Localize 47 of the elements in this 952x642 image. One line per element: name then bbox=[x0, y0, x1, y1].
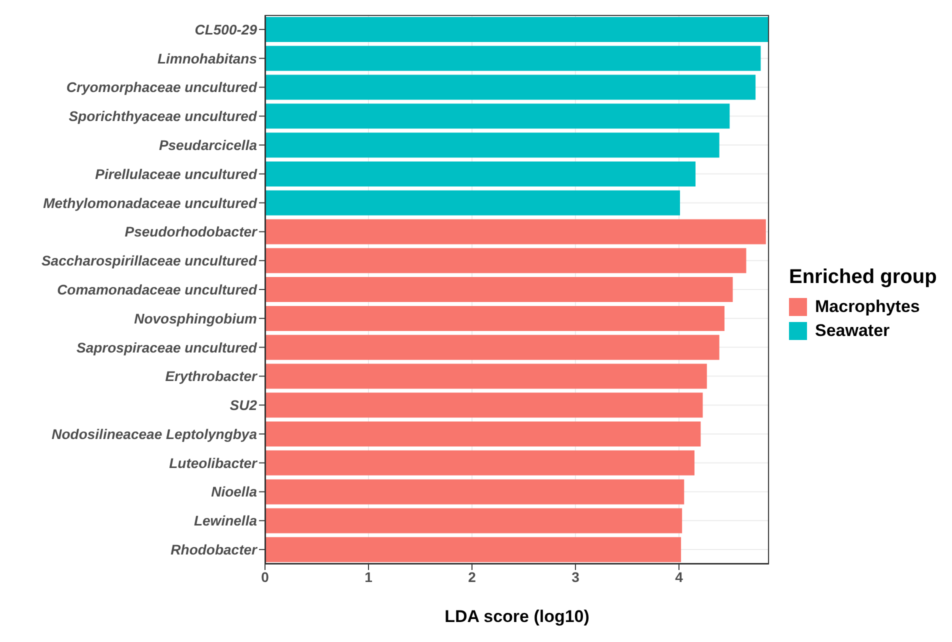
y-tick-label: Pseudorhodobacter bbox=[124, 224, 259, 240]
bar bbox=[265, 46, 761, 71]
y-tick-label: Nodosilineaceae Leptolyngbya bbox=[52, 426, 258, 442]
y-tick-label: Saprospiraceae uncultured bbox=[76, 339, 258, 356]
y-tick-label: Cryomorphaceae uncultured bbox=[66, 79, 258, 96]
bar bbox=[265, 450, 694, 476]
x-tick-label: 0 bbox=[261, 568, 270, 585]
bar bbox=[265, 74, 756, 100]
legend-label: Macrophytes bbox=[815, 297, 920, 317]
x-tick-label: 2 bbox=[468, 568, 476, 585]
y-tick-label: CL500-29 bbox=[194, 21, 258, 38]
y-tick-label: Saccharospirillaceae uncultured bbox=[41, 252, 258, 269]
y-tick-label: Erythrobacter bbox=[165, 368, 259, 384]
bar bbox=[265, 392, 703, 418]
y-tick-label: Methylomonadaceae uncultured bbox=[43, 194, 258, 211]
bar bbox=[265, 219, 766, 244]
y-tick-label: Luteolibacter bbox=[169, 454, 259, 471]
y-tick-label: Pirellulaceae uncultured bbox=[95, 166, 258, 182]
bar bbox=[265, 508, 682, 534]
bar bbox=[265, 479, 684, 504]
bar bbox=[265, 190, 680, 216]
bar bbox=[265, 422, 701, 447]
bar bbox=[265, 132, 720, 158]
y-tick-label: SU2 bbox=[230, 397, 258, 414]
legend-title: Enriched group bbox=[789, 266, 937, 289]
bar bbox=[265, 277, 733, 302]
x-tick-label: 4 bbox=[675, 568, 684, 585]
y-tick-label: Nioella bbox=[211, 484, 258, 500]
bar bbox=[265, 17, 769, 42]
legend-label: Seawater bbox=[815, 321, 890, 341]
y-tick-label: Lewinella bbox=[194, 512, 258, 529]
bar bbox=[265, 248, 746, 274]
y-tick-label: Pseudarcicella bbox=[158, 136, 258, 153]
y-tick-label: Rhodobacter bbox=[170, 542, 259, 558]
bar bbox=[265, 161, 696, 186]
bar bbox=[265, 537, 682, 562]
bar bbox=[265, 364, 707, 389]
bar bbox=[265, 306, 724, 331]
y-tick-label: Novosphingobium bbox=[134, 310, 257, 326]
x-tick-label: 3 bbox=[572, 568, 580, 585]
y-tick-label: Comamonadaceae uncultured bbox=[57, 281, 258, 298]
y-tick-label: Limnohabitans bbox=[157, 50, 258, 66]
x-axis-title: LDA score (log10) bbox=[444, 607, 590, 626]
y-tick-label: Sporichthyaceae uncultured bbox=[68, 108, 258, 124]
x-tick-label: 1 bbox=[364, 568, 373, 585]
bar bbox=[265, 104, 730, 129]
bar bbox=[265, 334, 720, 360]
